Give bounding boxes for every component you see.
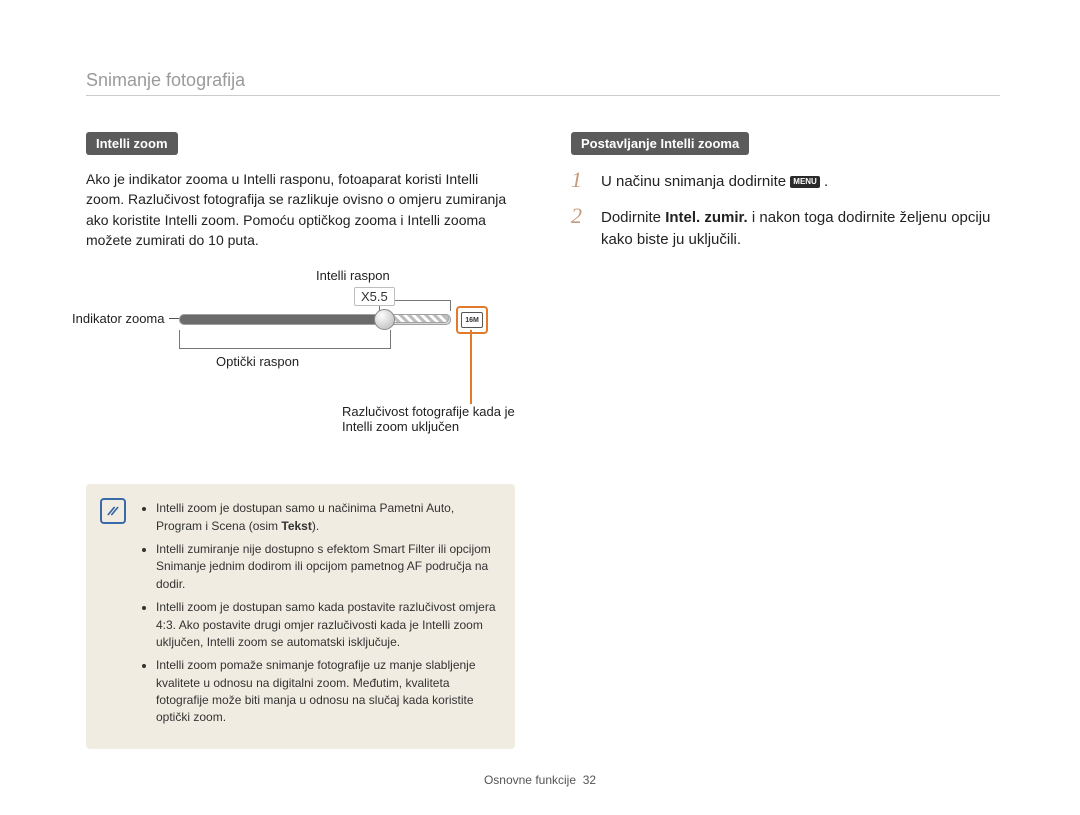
page-title: Snimanje fotografija — [86, 70, 1000, 96]
bracket-optical-range — [179, 330, 391, 349]
resolution-badge-frame: 16M — [456, 306, 488, 334]
label-zoom-indicator: Indikator zooma — [72, 311, 165, 326]
note-icon — [100, 498, 126, 524]
label-resolution-caption: Razlučivost fotografije kada je Intelli … — [342, 404, 522, 434]
note-box: Intelli zoom je dostupan samo u načinima… — [86, 484, 515, 749]
step: 1 U načinu snimanja dodirnite MENU . — [571, 169, 1000, 193]
zoom-knob — [374, 309, 395, 330]
menu-icon: MENU — [790, 176, 820, 188]
note-item: Intelli zumiranje nije dostupno s efekto… — [156, 541, 497, 593]
steps-list: 1 U načinu snimanja dodirnite MENU . 2 Dodi… — [571, 169, 1000, 250]
note-item: Intelli zoom pomaže snimanje fotografije… — [156, 657, 497, 727]
leader-line — [169, 318, 179, 319]
page-root: Snimanje fotografija Intelli zoom Ako je… — [0, 0, 1080, 815]
resolution-badge: 16M — [461, 312, 483, 328]
note-list: Intelli zoom je dostupan samo u načinima… — [142, 500, 497, 727]
footer-page-number: 32 — [583, 773, 596, 787]
zoom-track-fill — [180, 315, 380, 324]
step-body: Dodirnite Intel. zumir. i nakon toga dod… — [601, 205, 1000, 251]
step-body: U načinu snimanja dodirnite MENU . — [601, 169, 828, 193]
section-chip-intelli-zoom: Intelli zoom — [86, 132, 178, 155]
resolution-leader-line — [470, 330, 472, 404]
step-number: 2 — [571, 205, 589, 251]
intelli-zoom-description: Ako je indikator zooma u Intelli rasponu… — [86, 169, 515, 250]
page-footer: Osnovne funkcije 32 — [0, 773, 1080, 787]
zoom-diagram: Intelli raspon X5.5 Indikator zooma 16M … — [86, 274, 515, 454]
label-optical-range: Optički raspon — [216, 354, 299, 369]
note-item: Intelli zoom je dostupan samo kada posta… — [156, 599, 497, 651]
footer-section-label: Osnovne funkcije — [484, 773, 576, 787]
zoom-value-box: X5.5 — [354, 287, 395, 306]
left-column: Intelli zoom Ako je indikator zooma u In… — [86, 132, 515, 749]
step: 2 Dodirnite Intel. zumir. i nakon toga do… — [571, 205, 1000, 251]
label-intelli-range: Intelli raspon — [316, 268, 390, 283]
section-chip-setup: Postavljanje Intelli zooma — [571, 132, 749, 155]
right-column: Postavljanje Intelli zooma 1 U načinu sni… — [571, 132, 1000, 749]
two-column-layout: Intelli zoom Ako je indikator zooma u In… — [86, 132, 1000, 749]
note-item: Intelli zoom je dostupan samo u načinima… — [156, 500, 497, 535]
step-number: 1 — [571, 169, 589, 193]
